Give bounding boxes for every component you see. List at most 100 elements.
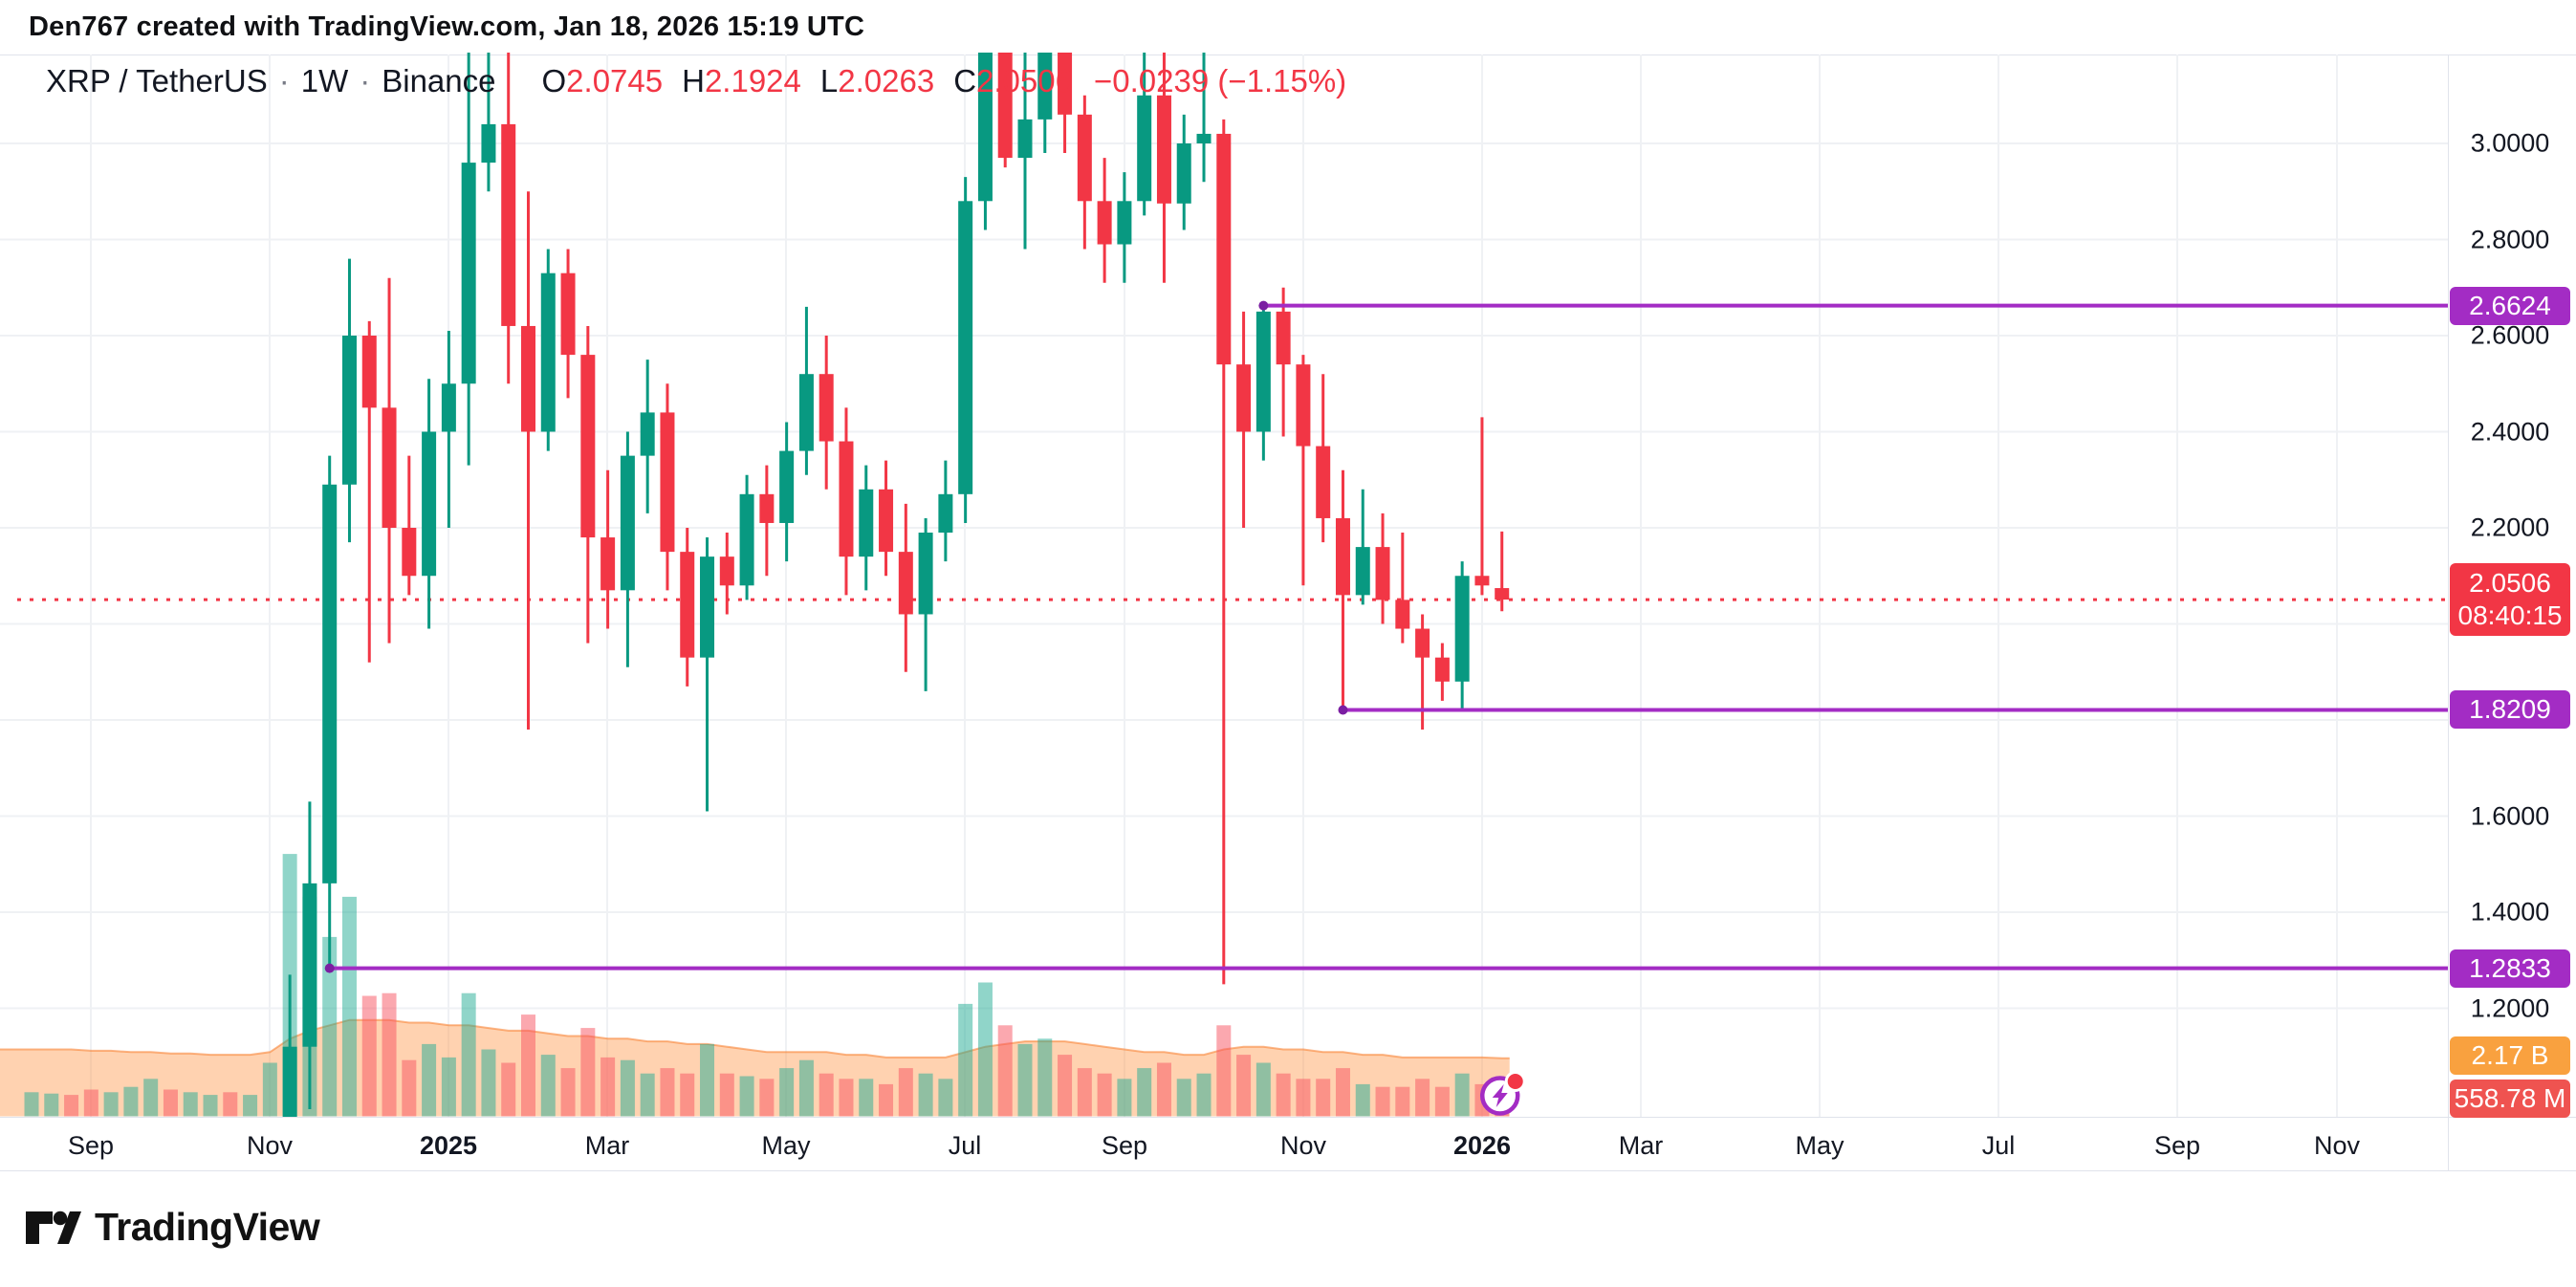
candle-body	[1355, 547, 1370, 596]
change-value: −0.0239 (−1.15%)	[1093, 63, 1347, 98]
candle-body	[958, 201, 973, 494]
candle-body	[977, 53, 993, 202]
candle-body	[1434, 657, 1450, 682]
candle-body	[481, 123, 496, 164]
time-axis-top-border	[0, 1117, 2576, 1118]
tradingview-logo[interactable]: TradingView	[24, 1205, 320, 1250]
volume-bar	[1097, 1073, 1112, 1117]
level-badge-upper-value: 2.6624	[2469, 290, 2551, 320]
volume-bar	[997, 1025, 1013, 1117]
candle-body	[1137, 95, 1152, 202]
volume-bar	[958, 1003, 973, 1117]
time-axis-label: Nov	[1279, 1131, 1327, 1160]
volume-badge: 558.78 M	[2450, 1080, 2570, 1118]
realtime-lightning-marker-group	[1479, 1071, 1526, 1116]
level-badge-lower-value: 1.2833	[2469, 952, 2551, 983]
time-axis-label: Sep	[1101, 1131, 1148, 1160]
volume-ma-badge: 2.17 B	[2450, 1036, 2570, 1075]
volume-bar	[322, 936, 338, 1117]
time-axis-label: Sep	[2153, 1131, 2201, 1160]
candle-body	[1255, 311, 1271, 432]
volume-bar	[1156, 1062, 1171, 1117]
volume-bar	[501, 1062, 516, 1117]
candle-body	[1375, 547, 1390, 600]
candle-body	[997, 53, 1013, 159]
candle-body	[1216, 133, 1232, 365]
candle-body	[1395, 600, 1410, 629]
candle-body	[620, 455, 635, 591]
time-axis-label: Jul	[948, 1131, 982, 1160]
volume-bar	[977, 982, 993, 1117]
volume-bar	[798, 1059, 814, 1117]
volume-bar	[600, 1057, 616, 1117]
candle-body	[521, 325, 535, 432]
volume-bar	[1316, 1079, 1331, 1117]
volume-bar	[839, 1079, 854, 1117]
candle-body	[382, 407, 397, 528]
time-axis[interactable]: Sep Nov 2025 Mar May Jul Sep Nov 2026 Mar May Jul Se…	[0, 1118, 2448, 1170]
candle-body	[1474, 576, 1490, 586]
candle-body	[1176, 143, 1191, 204]
price-axis-label: 2.2000	[2470, 513, 2550, 542]
volume-bar	[1415, 1079, 1430, 1117]
candle-body	[1236, 364, 1252, 432]
volume-bar	[898, 1068, 913, 1117]
time-axis-label: 2025	[419, 1131, 478, 1160]
volume-bar	[1077, 1068, 1092, 1117]
candle-body	[302, 883, 317, 1047]
level-ray-anchor	[324, 963, 335, 973]
volume-bar	[1355, 1083, 1370, 1117]
volume-bar	[441, 1057, 456, 1117]
candle-body	[1495, 588, 1510, 600]
candle-body	[1077, 114, 1092, 202]
candle-body	[640, 412, 655, 456]
candle-body	[422, 431, 437, 577]
candle-body	[759, 493, 775, 523]
symbol-name[interactable]: XRP / TetherUS	[46, 63, 268, 98]
price-axis-label: 2.4000	[2470, 417, 2550, 446]
candle-body	[918, 533, 933, 615]
candle-body	[1037, 53, 1053, 120]
close-value: 2.0506	[976, 63, 1073, 98]
volume-bar	[243, 1095, 258, 1117]
candle-body	[560, 273, 576, 356]
price-axis-label: 1.2000	[2470, 993, 2550, 1022]
notification-dot	[1507, 1074, 1523, 1089]
volume-bar	[143, 1079, 159, 1117]
candle-body	[898, 552, 913, 615]
volume-bar	[402, 1059, 417, 1117]
volume-bar	[1434, 1086, 1450, 1117]
candle-body	[660, 412, 675, 553]
candle-body	[322, 484, 338, 883]
volume-bar	[1296, 1079, 1311, 1117]
volume-badge-value: 558.78 M	[2454, 1083, 2566, 1113]
candle-body	[1454, 576, 1470, 682]
low-label: L	[819, 63, 839, 98]
candle-body	[501, 123, 516, 326]
volume-bar	[382, 993, 397, 1117]
time-axis-label: Mar	[1618, 1131, 1664, 1160]
time-axis-label: Jul	[1981, 1131, 2016, 1160]
volume-bar	[83, 1089, 98, 1117]
candle-body	[700, 556, 715, 658]
volume-ma-area	[0, 1019, 1510, 1117]
candle-body	[600, 537, 616, 591]
level-badge-mid-value: 1.8209	[2469, 694, 2551, 725]
volume-bar	[938, 1079, 953, 1117]
candle-body	[361, 336, 377, 408]
volume-bar	[103, 1092, 119, 1117]
candle-body	[879, 489, 894, 553]
candle-body	[1117, 201, 1132, 245]
time-axis-bottom-border	[0, 1170, 2576, 1171]
volume-bar	[341, 896, 357, 1117]
volume-bar	[1375, 1086, 1390, 1117]
high-label: H	[682, 63, 705, 98]
candle-body	[859, 489, 874, 557]
interval-label[interactable]: 1W	[300, 63, 349, 98]
price-axis[interactable]: 3.00002.80002.60002.40002.20002.00001.80…	[2449, 55, 2576, 1170]
candle-body	[282, 1046, 297, 1117]
volume-bar	[24, 1092, 39, 1117]
volume-bar	[361, 995, 377, 1117]
candle-body	[739, 493, 754, 586]
